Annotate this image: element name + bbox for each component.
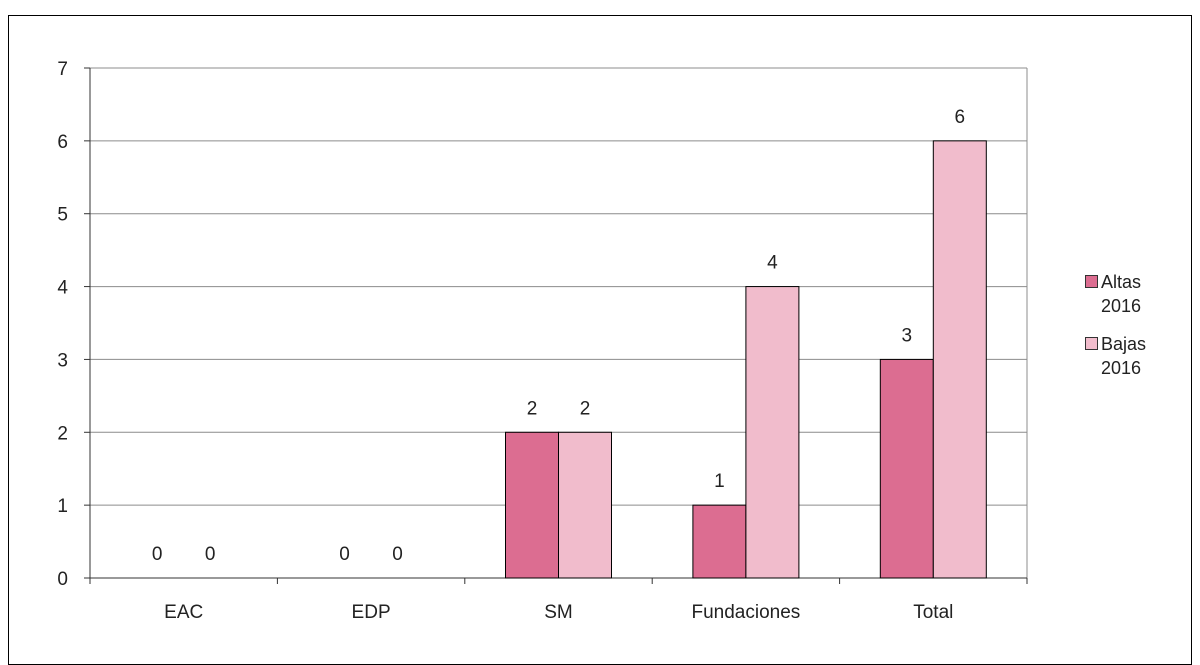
bar-value-label: 0 [392, 544, 403, 565]
legend-swatch-bajas [1085, 337, 1098, 350]
bar-value-label: 0 [339, 544, 350, 565]
legend-item-bajas: Bajas 2016 [1085, 332, 1171, 380]
bars [505, 140, 987, 579]
x-tick-label: EDP [352, 602, 391, 623]
y-tick-label: 1 [57, 496, 68, 517]
x-tick-label: Total [913, 602, 953, 623]
bar-value-label: 0 [205, 544, 216, 565]
bar-bajas [745, 286, 800, 579]
y-tick-label: 0 [57, 569, 68, 590]
y-tick-label: 5 [57, 205, 68, 226]
bar-value-label: 1 [714, 471, 725, 492]
y-tick-label: 6 [57, 132, 68, 153]
data-labels: 0 0 0 0 2 2 1 4 3 6 [152, 107, 965, 565]
bar-bajas [932, 140, 987, 579]
bar-value-label: 2 [580, 398, 591, 419]
bar-altas [879, 358, 934, 579]
bar-value-label: 6 [955, 107, 966, 128]
y-tick-label: 4 [57, 278, 68, 299]
x-tick-label: SM [544, 602, 573, 623]
bar-value-label: 3 [902, 325, 913, 346]
x-tick-label: Fundaciones [692, 602, 801, 623]
y-tick-label: 7 [57, 59, 68, 80]
bar-value-label: 0 [152, 544, 163, 565]
bar-bajas [558, 431, 612, 579]
y-tick-label: 2 [57, 423, 68, 444]
legend-label-altas: Altas 2016 [1101, 272, 1142, 316]
x-tick-label: EAC [164, 602, 203, 623]
legend: Altas 2016 Bajas 2016 [1085, 270, 1171, 394]
legend-swatch-altas [1085, 275, 1098, 288]
legend-label-bajas: Bajas 2016 [1101, 334, 1147, 378]
gridlines [90, 67, 1028, 578]
bar-altas [505, 431, 559, 579]
bar-altas [692, 504, 747, 579]
legend-item-altas: Altas 2016 [1085, 270, 1171, 318]
y-tick-label: 3 [57, 350, 68, 371]
bar-value-label: 2 [527, 398, 538, 419]
bar-value-label: 4 [767, 253, 778, 274]
